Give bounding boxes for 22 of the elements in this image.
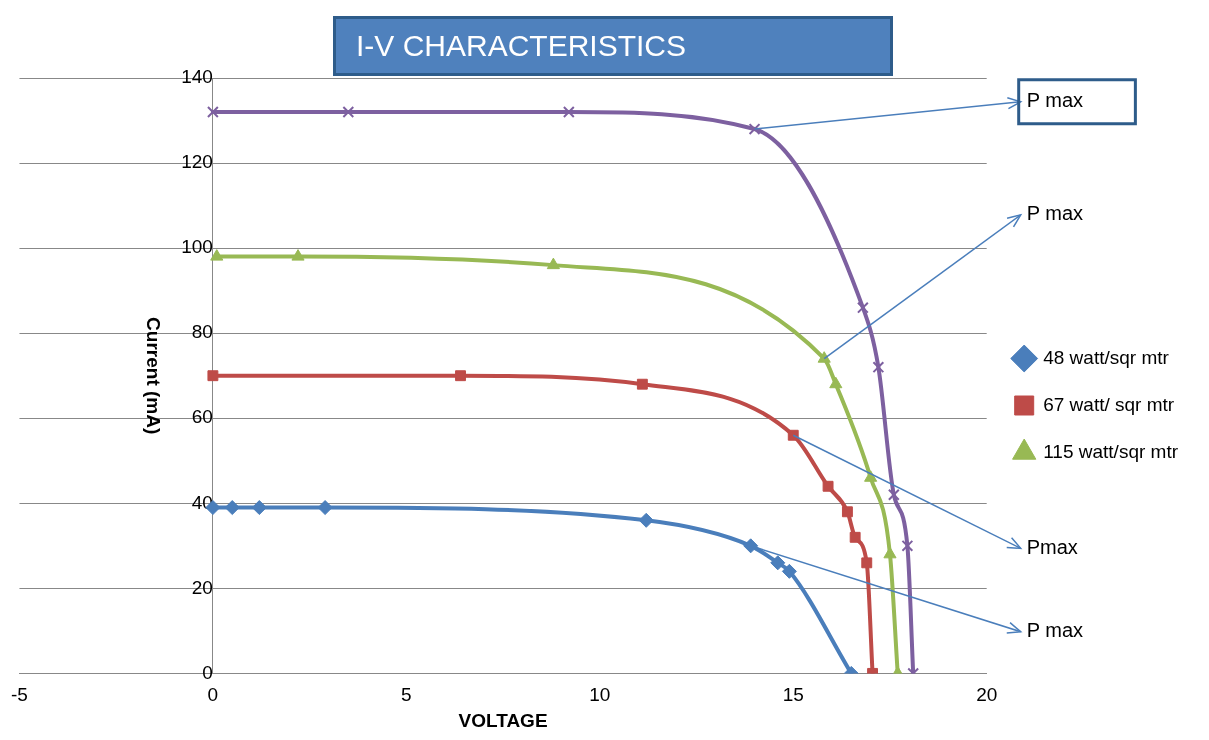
y-tick-label: 60 xyxy=(191,406,213,428)
legend-label: 115 watt/sqr mtr xyxy=(1043,440,1179,462)
x-axis-title: VOLTAGE xyxy=(458,709,548,731)
x-tick-label: 5 xyxy=(401,684,412,706)
y-tick-label: 120 xyxy=(181,151,213,173)
y-tick-label: 140 xyxy=(181,66,213,88)
x-tick-label: 10 xyxy=(589,684,611,706)
legend-label: 48 watt/sqr mtr xyxy=(1043,346,1170,368)
y-axis-title: Current (mA) xyxy=(142,317,164,435)
chart-title: I-V CHARACTERISTICS xyxy=(333,16,893,76)
annotation: Pmax xyxy=(1026,535,1078,558)
x-tick-label: 20 xyxy=(976,684,998,706)
annotation: P max xyxy=(1026,202,1084,225)
y-tick-label: 0 xyxy=(202,661,213,683)
y-tick-label: 80 xyxy=(191,321,213,343)
y-tick-label: 20 xyxy=(191,576,213,598)
annotation: P max xyxy=(1026,89,1084,112)
x-tick-label: -5 xyxy=(10,684,28,706)
x-tick-label: 15 xyxy=(782,684,804,706)
legend-label: 67 watt/ sqr mtr xyxy=(1043,393,1175,415)
y-tick-label: 100 xyxy=(181,236,213,258)
annotation: P max xyxy=(1026,619,1084,642)
